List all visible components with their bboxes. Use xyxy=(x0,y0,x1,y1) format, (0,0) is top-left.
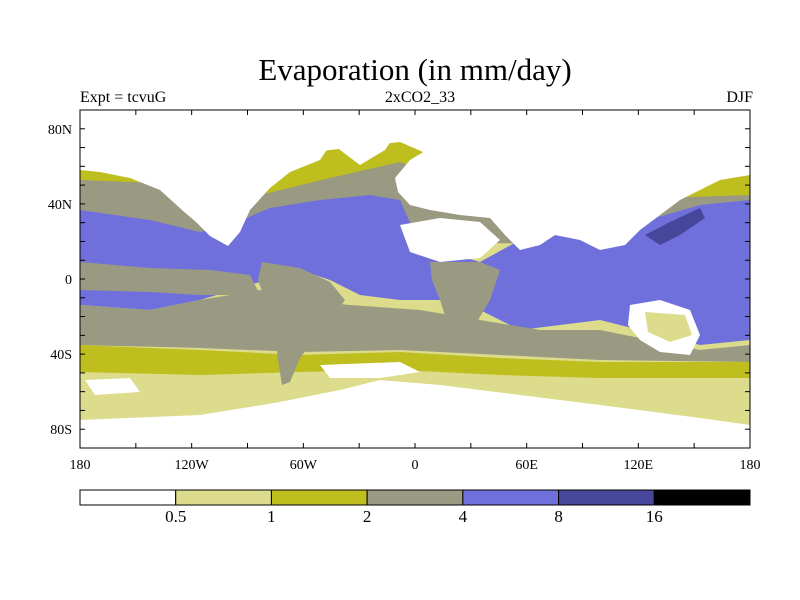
colorbar-level-label: 2 xyxy=(363,507,372,526)
colorbar-level-label: 16 xyxy=(646,507,663,526)
x-tick-label: 60E xyxy=(515,458,538,473)
evaporation-field xyxy=(80,110,750,448)
fill-east-pacific-2-4 xyxy=(80,262,260,295)
colorbar-swatch xyxy=(79,489,177,506)
colorbar-swatch xyxy=(558,489,655,506)
colorbar-swatch xyxy=(270,489,368,506)
y-tick-label: 80N xyxy=(48,123,72,138)
x-tick-label: 180 xyxy=(740,458,761,473)
x-tick-label: 120E xyxy=(624,458,654,473)
land-greenland xyxy=(320,120,400,165)
x-tick-label: 120W xyxy=(175,458,210,473)
fill-south-atlantic-low xyxy=(320,362,420,378)
y-axis: 80N 40N 0 40S 80S xyxy=(48,109,750,449)
colorbar-level-label: 8 xyxy=(554,507,563,526)
x-tick-label: 60W xyxy=(290,458,318,473)
colorbar: 0.5 1 2 4 8 16 xyxy=(79,489,751,526)
y-tick-label: 40N xyxy=(48,198,72,213)
colorbar-swatch xyxy=(462,489,560,506)
fill-south-2-4 xyxy=(80,290,750,362)
land-africa xyxy=(430,262,500,345)
x-tick-label: 180 xyxy=(70,458,91,473)
colorbar-level-label: 4 xyxy=(459,507,468,526)
colorbar-level-label: 1 xyxy=(267,507,276,526)
x-tick-label: 0 xyxy=(412,458,419,473)
land-eurasia xyxy=(395,122,750,250)
x-axis: 180 120W 60W 0 60E 120E 180 xyxy=(70,110,761,473)
colorbar-level-label: 0.5 xyxy=(165,507,186,526)
land-south-america xyxy=(258,262,345,385)
colorbar-swatch xyxy=(175,489,272,506)
season-label: DJF xyxy=(726,89,753,106)
y-tick-label: 40S xyxy=(50,348,72,363)
y-tick-label: 80S xyxy=(50,423,72,438)
land-sahara xyxy=(400,218,500,262)
y-tick-label: 0 xyxy=(65,273,72,288)
colorbar-swatch xyxy=(366,489,464,506)
colorbar-swatch xyxy=(653,489,751,506)
experiment-label: Expt = tcvuG xyxy=(80,89,167,106)
fill-kuroshio-8-16 xyxy=(645,208,705,245)
run-label: 2xCO2_33 xyxy=(384,89,456,106)
land-australia-interior xyxy=(645,312,692,342)
fill-south-1-2 xyxy=(80,345,750,378)
plot-title: Evaporation (in mm/day) xyxy=(258,52,572,87)
fill-south-pacific-low xyxy=(85,378,140,395)
fill-antarctic-low xyxy=(80,380,750,448)
land-north-america xyxy=(80,130,330,246)
